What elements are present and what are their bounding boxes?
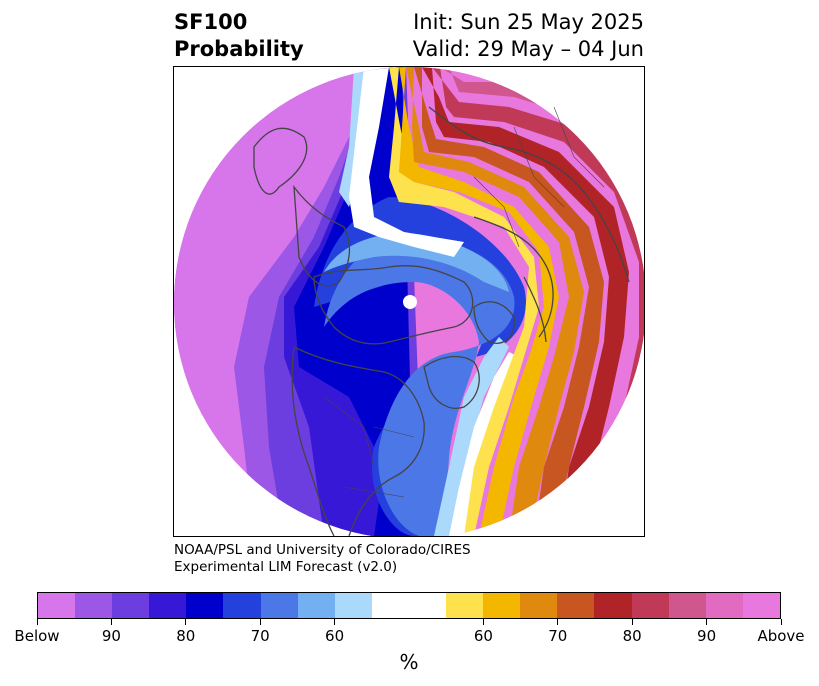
colorbar-swatch-below-70 (223, 593, 261, 618)
colorbar-tick (36, 619, 38, 625)
colorbar-tick-label: 60 (473, 627, 493, 645)
valid-range: Valid: 29 May – 04 Jun (412, 37, 644, 61)
colorbar-tick-label: Below (14, 627, 60, 645)
variable-name: SF100 (174, 10, 248, 34)
field-above-65 (406, 67, 584, 536)
colorbar-tick-label: 60 (325, 627, 345, 645)
colorbar-unit: % (399, 650, 419, 674)
coast-hudson-bay (423, 355, 480, 409)
colorbar-tick-label: 80 (622, 627, 642, 645)
colorbar (37, 592, 781, 619)
field-above-55 (389, 67, 539, 536)
colorbar-tick-label: Above (757, 627, 805, 645)
colorbar-swatch-above-65 (520, 593, 558, 618)
coast-greenland (473, 301, 515, 344)
field-below-75 (294, 67, 414, 536)
colorbar-tick-label: 70 (548, 627, 568, 645)
colorbar-tick (185, 619, 187, 625)
polar-map-svg (174, 67, 644, 536)
colorbar-tick (706, 619, 708, 625)
colorbar-swatch-below-90 (75, 593, 113, 618)
colorbar-swatch-above-75 (594, 593, 632, 618)
field-neutral-north (349, 67, 464, 257)
init-date: Init: Sun 25 May 2025 (413, 10, 644, 34)
colorbar-tick-label: 90 (101, 627, 121, 645)
colorbar-swatch-below-65 (260, 593, 298, 618)
coast-siberia-east (253, 127, 308, 195)
colorbar-swatch-above-85 (668, 593, 706, 618)
colorbar-tick (557, 619, 559, 625)
coast-eurasia (428, 106, 630, 283)
colorbar-swatch-below-80 (149, 593, 187, 618)
colorbar-tick (482, 619, 484, 625)
colorbar-swatch-above-70 (557, 593, 595, 618)
credit-line-2: Experimental LIM Forecast (v2.0) (174, 559, 398, 575)
field-above-90-east (614, 427, 644, 536)
colorbar-swatch-above-60 (483, 593, 521, 618)
colorbar-swatch-below-85 (112, 593, 150, 618)
coast-scandinavia (473, 216, 554, 343)
colorbar-tick (631, 619, 633, 625)
political-borders (323, 106, 605, 498)
forecast-map (173, 66, 645, 537)
field-below-60-north (324, 233, 509, 292)
colorbar-swatch-above-90 (705, 593, 743, 618)
date-title: Init: Sun 25 May 2025 Valid: 29 May – 04… (413, 9, 644, 63)
colorbar-tick-label: 80 (176, 627, 196, 645)
colorbar-swatch-below-extreme (38, 593, 76, 618)
field-below-55-east (434, 337, 509, 536)
colorbar-swatch-above-extreme (742, 593, 780, 618)
coastlines (253, 106, 630, 536)
colorbar-tick (780, 619, 782, 625)
coast-arctic-islands (313, 265, 474, 345)
borders-eurasia (473, 106, 605, 248)
borders-north-america (323, 396, 415, 498)
variable-title: SF100 Probability (174, 9, 304, 63)
colorbar-swatch-above-55 (446, 593, 484, 618)
colorbar-tick (110, 619, 112, 625)
colorbar-tick (334, 619, 336, 625)
credit-line-1: NOAA/PSL and University of Colorado/CIRE… (174, 542, 471, 558)
pole-marker (403, 295, 417, 309)
field-below-65 (324, 237, 515, 536)
colorbar-swatch-below-60 (297, 593, 335, 618)
colorbar-swatch-neutral (371, 593, 447, 618)
colorbar-tick-label: 90 (697, 627, 717, 645)
field-above-70 (414, 67, 604, 536)
probability-field (174, 67, 644, 536)
colorbar-swatch-above-80 (631, 593, 669, 618)
colorbar-tick-label: 70 (250, 627, 270, 645)
colorbar-swatch-below-55 (334, 593, 372, 618)
field-above-60 (399, 67, 559, 536)
colorbar-tick (259, 619, 261, 625)
variable-type: Probability (174, 37, 304, 61)
coast-north-america (291, 346, 425, 536)
colorbar-swatch-below-75 (186, 593, 224, 618)
credit-text: NOAA/PSL and University of Colorado/CIRE… (174, 542, 471, 576)
